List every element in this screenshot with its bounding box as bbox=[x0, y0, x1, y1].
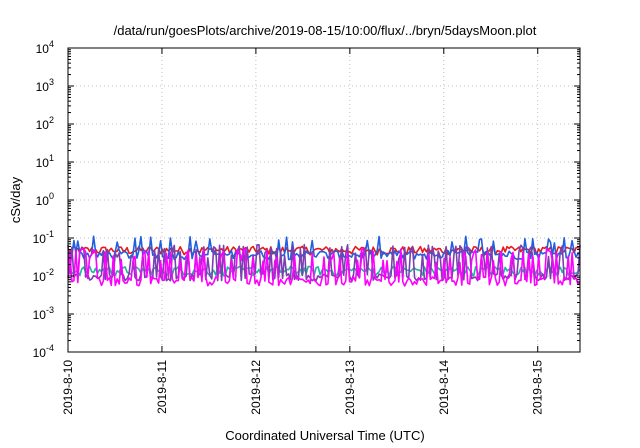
x-tick-label: 2019-8-15 bbox=[531, 360, 545, 415]
y-tick-label: 102 bbox=[36, 115, 54, 132]
x-tick-label: 2019-8-11 bbox=[155, 360, 169, 414]
y-tick-label: 104 bbox=[36, 39, 54, 56]
y-tick-label: 10-4 bbox=[33, 343, 54, 360]
y-tick-label: 101 bbox=[36, 153, 54, 170]
y-tick-label: 100 bbox=[36, 191, 54, 208]
x-tick-label: 2019-8-12 bbox=[249, 360, 263, 415]
chart-title: /data/run/goesPlots/archive/2019-08-15/1… bbox=[114, 23, 537, 38]
grid bbox=[68, 48, 580, 352]
x-tick-label: 2019-8-14 bbox=[437, 360, 451, 415]
y-tick-label: 103 bbox=[36, 77, 54, 94]
x-axis-label: Coordinated Universal Time (UTC) bbox=[225, 428, 424, 443]
series-line-magenta bbox=[67, 248, 581, 287]
y-tick-label: 10-1 bbox=[33, 229, 54, 246]
y-axis: 10-4 10-3 10-2 10-1 100 101 102 103 104 bbox=[33, 39, 580, 360]
x-tick-label: 2019-8-13 bbox=[343, 360, 357, 415]
y-tick-label: 10-3 bbox=[33, 305, 54, 322]
y-axis-label: cSv/day bbox=[8, 176, 23, 223]
series-line-blue bbox=[67, 235, 581, 261]
series-group bbox=[67, 235, 581, 287]
x-tick-label: 2019-8-10 bbox=[61, 360, 75, 415]
x-axis: 2019-8-10 2019-8-11 2019-8-12 2019-8-13 2019… bbox=[61, 48, 545, 415]
y-tick-label: 10-2 bbox=[33, 267, 54, 284]
